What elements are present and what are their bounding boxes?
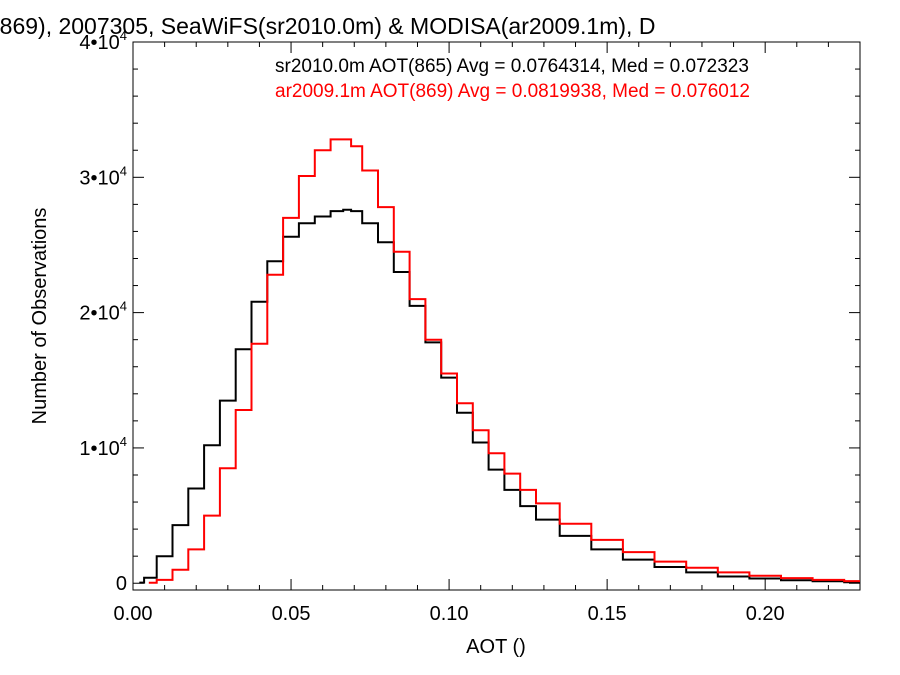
y-tick-label: 1•104 xyxy=(79,434,127,460)
y-tick-label: 3•104 xyxy=(79,163,127,189)
plot-frame xyxy=(132,41,861,591)
y-axis-label: Number of Observations xyxy=(29,208,51,425)
series-line-2 xyxy=(148,138,860,584)
chart-title: (869), 2007305, SeaWiFS(sr2010.0m) & MOD… xyxy=(0,13,655,39)
x-tick-label: 0.20 xyxy=(746,603,785,625)
annotation-sr2010: sr2010.0m AOT(865) Avg = 0.0764314, Med … xyxy=(275,56,749,77)
axis-ticks: 0.00 0.05 0.10 0.15 0.20 0 1•104 2•104 3•104 4•10… xyxy=(79,28,861,625)
y-tick-label: 0 xyxy=(116,573,127,595)
x-axis-label: AOT () xyxy=(466,636,526,658)
x-tick-label: 0.05 xyxy=(272,603,311,625)
y-tick-label: 4•104 xyxy=(79,28,127,54)
series-layer xyxy=(139,138,860,584)
annotation-ar2009: ar2009.1m AOT(869) Avg = 0.0819938, Med … xyxy=(275,81,750,102)
series-line-1 xyxy=(139,208,860,584)
y-tick-label: 2•104 xyxy=(79,299,127,325)
x-tick-label: 0.00 xyxy=(114,603,153,625)
x-tick-label: 0.10 xyxy=(430,603,469,625)
x-tick-label: 0.15 xyxy=(588,603,627,625)
